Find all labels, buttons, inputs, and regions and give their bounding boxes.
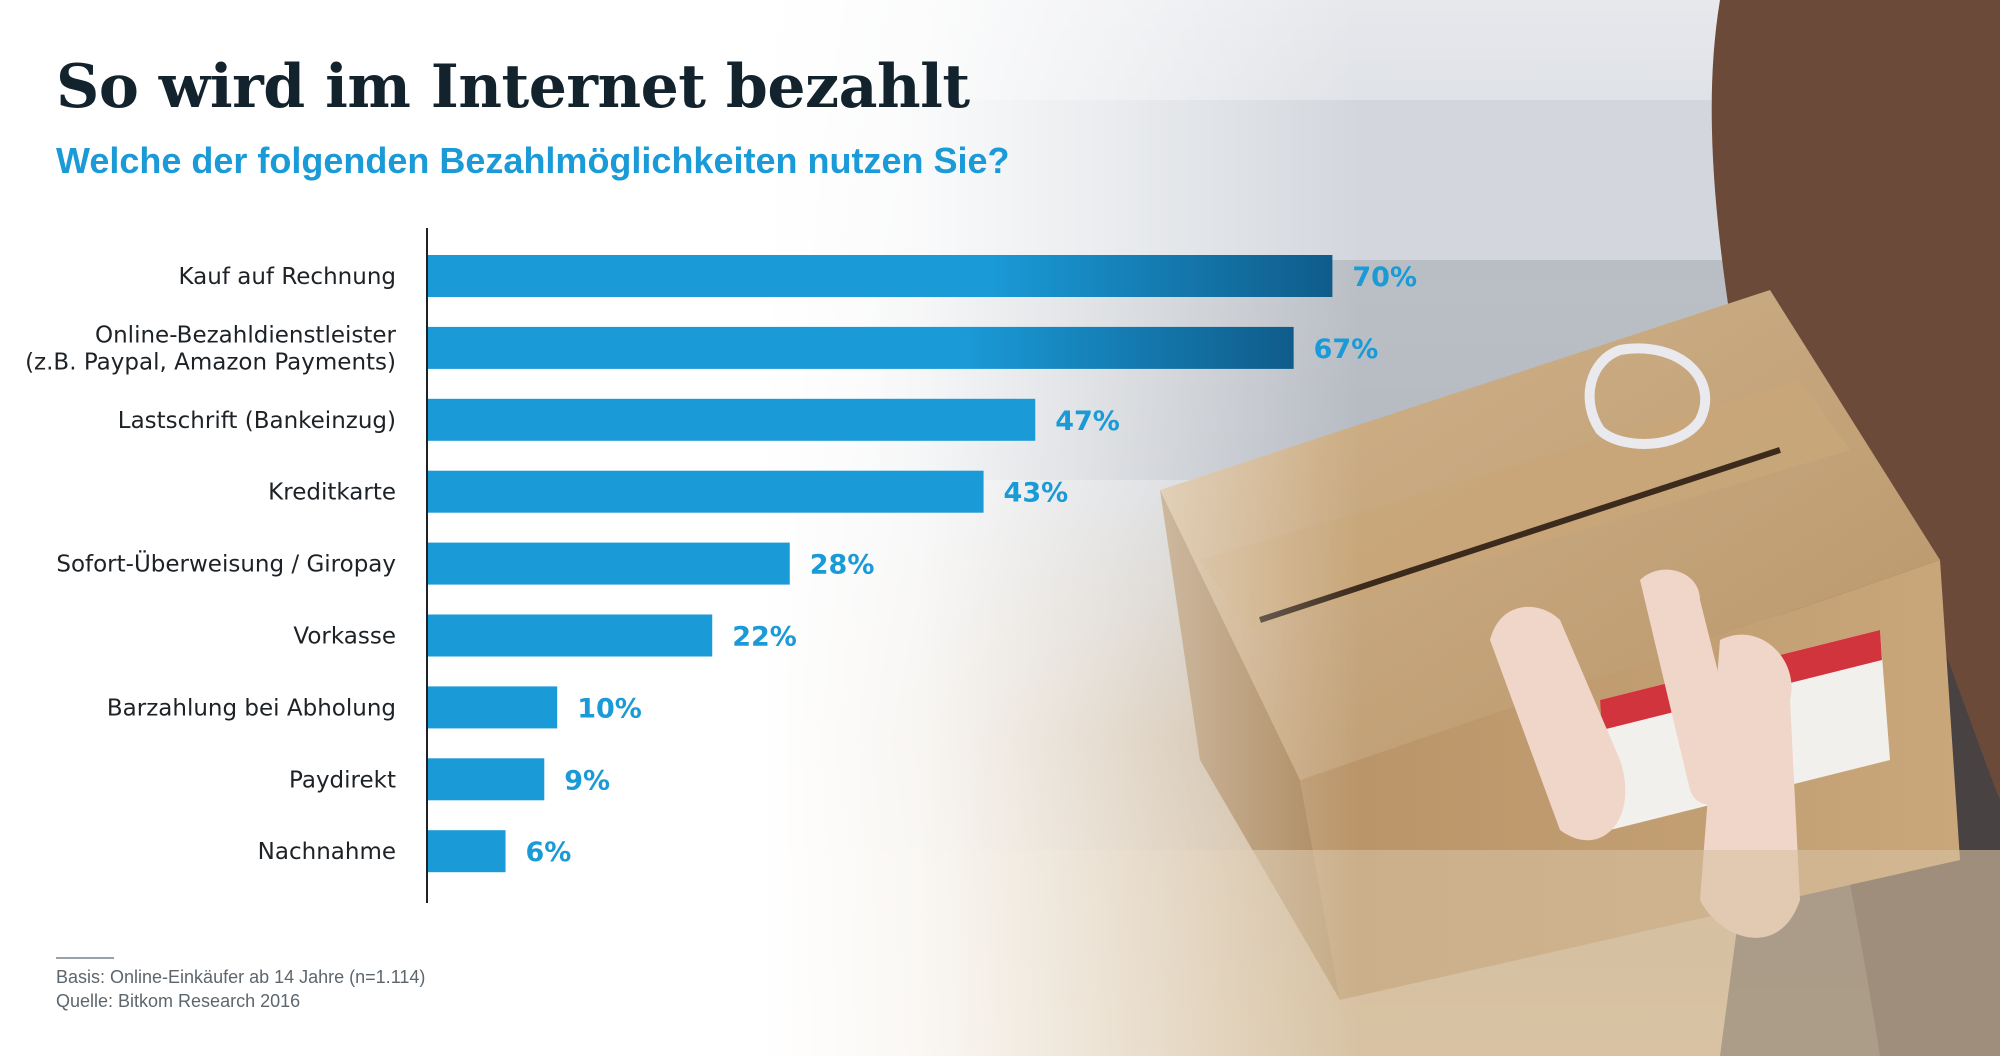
bar-0 (428, 255, 1333, 297)
value-label-2: 47% (1055, 406, 1120, 437)
bar-7 (428, 758, 545, 801)
chart-title: So wird im Internet bezahlt (56, 52, 970, 122)
bar-6 (428, 686, 558, 729)
value-label-8: 6% (526, 837, 572, 868)
category-label-0: Kauf auf Rechnung (179, 264, 397, 290)
chart-subtitle: Welche der folgenden Bezahlmöglichkeiten… (56, 140, 1010, 181)
bars-group: 70% Kauf auf Rechnung 67% Online-Bezahldien… (25, 255, 1417, 873)
value-label-1: 67% (1314, 334, 1379, 365)
bar-8 (428, 830, 506, 873)
footer-basis: Basis: Online-Einkäufer ab 14 Jahre (n=1… (56, 967, 426, 987)
value-label-3: 43% (1004, 478, 1069, 509)
value-label-5: 22% (732, 622, 797, 653)
value-label-0: 70% (1352, 262, 1417, 293)
category-label-5: Vorkasse (293, 624, 396, 650)
footer-divider (56, 957, 114, 959)
bar-2 (428, 398, 1036, 441)
category-label-4: Sofort-Überweisung / Giropay (56, 550, 396, 578)
category-label-1-line-0: Online-Bezahldienstleister (95, 322, 397, 348)
bar-5 (428, 614, 713, 657)
value-label-6: 10% (577, 693, 642, 724)
bar-3 (428, 470, 984, 513)
category-label-1-line-1: (z.B. Paypal, Amazon Payments) (25, 349, 396, 375)
bar-1 (428, 326, 1294, 369)
category-label-3: Kreditkarte (268, 480, 396, 506)
value-label-4: 28% (810, 550, 875, 581)
value-label-7: 9% (564, 765, 610, 796)
category-label-7: Paydirekt (289, 767, 396, 793)
category-label-8: Nachnahme (258, 839, 396, 865)
category-label-6: Barzahlung bei Abholung (107, 695, 396, 721)
bar-4 (428, 542, 790, 585)
category-label-2: Lastschrift (Bankeinzug) (118, 408, 396, 434)
footer-source: Quelle: Bitkom Research 2016 (56, 991, 301, 1011)
